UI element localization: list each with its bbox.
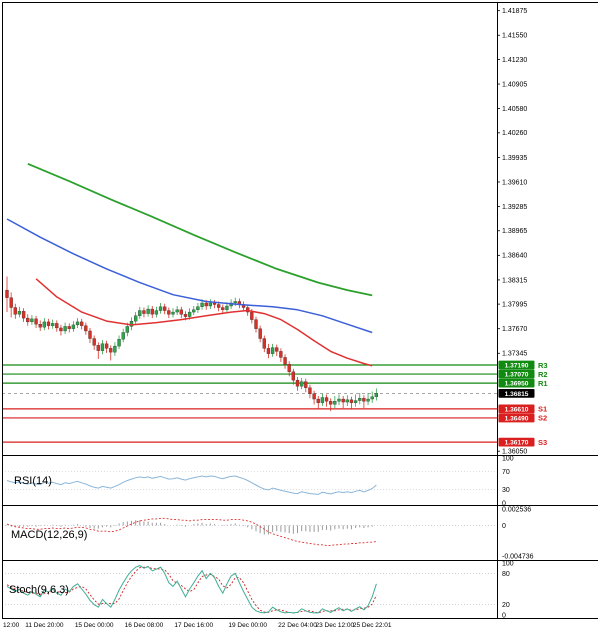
- svg-text:1.39285: 1.39285: [502, 204, 527, 211]
- svg-text:1.37190: 1.37190: [505, 362, 529, 369]
- price-badges: 1.37190 R3 1.37070 R2 1.36950 R1 1.36815 1.3661…: [498, 360, 548, 447]
- svg-text:1.40580: 1.40580: [502, 106, 527, 113]
- svg-text:12:00: 12:00: [3, 622, 20, 629]
- svg-text:1.36490: 1.36490: [505, 415, 529, 422]
- macd-label: MACD(12,26,9): [11, 529, 87, 541]
- svg-text:R1: R1: [538, 379, 548, 388]
- svg-text:23 Dec 12:00: 23 Dec 12:00: [316, 622, 355, 629]
- svg-text:20: 20: [502, 602, 510, 609]
- stoch-k-line: [6, 565, 377, 614]
- support-resistance-lines: [2, 364, 497, 443]
- svg-text:S2: S2: [538, 414, 547, 423]
- time-axis-labels: 12:00 11 Dec 20:00 15 Dec 00:00 16 Dec 08:0…: [3, 622, 392, 629]
- svg-text:1.39935: 1.39935: [502, 155, 527, 162]
- svg-text:-0.004736: -0.004736: [502, 553, 534, 560]
- svg-text:1.41230: 1.41230: [502, 57, 527, 64]
- svg-text:1.38315: 1.38315: [502, 277, 527, 284]
- stoch-label: Stoch(9,6,3): [9, 584, 69, 596]
- svg-text:1.38640: 1.38640: [502, 253, 527, 260]
- rsi-panel: [2, 471, 497, 495]
- price-axis: 1.41875 1.41550 1.41230 1.40905 1.40580 1.402…: [497, 8, 527, 456]
- svg-text:0: 0: [502, 612, 506, 619]
- svg-text:S3: S3: [538, 438, 547, 447]
- svg-text:100: 100: [502, 455, 514, 462]
- macd-signal-line: [6, 517, 377, 546]
- macd-histogram: [6, 520, 373, 535]
- svg-text:1.38965: 1.38965: [502, 228, 527, 235]
- svg-text:1.37995: 1.37995: [502, 302, 527, 309]
- svg-text:80: 80: [502, 571, 510, 578]
- svg-text:1.41875: 1.41875: [502, 8, 527, 15]
- svg-text:22 Dec 04:00: 22 Dec 04:00: [278, 622, 317, 629]
- svg-text:0: 0: [502, 500, 506, 507]
- svg-text:1.36815: 1.36815: [505, 391, 529, 398]
- svg-text:30: 30: [502, 487, 510, 494]
- ma-line-blue: [6, 218, 373, 334]
- svg-text:25 Dec 22:01: 25 Dec 22:01: [353, 622, 392, 629]
- svg-text:1.36610: 1.36610: [505, 406, 529, 413]
- rsi-line: [6, 475, 377, 495]
- svg-text:1.37345: 1.37345: [502, 351, 527, 358]
- svg-text:1.41550: 1.41550: [502, 33, 527, 40]
- svg-text:1.36050: 1.36050: [502, 449, 527, 456]
- svg-text:S1: S1: [538, 405, 547, 414]
- svg-text:11 Dec 20:00: 11 Dec 20:00: [25, 622, 64, 629]
- svg-text:1.39610: 1.39610: [502, 179, 527, 186]
- stoch-d-line: [6, 566, 377, 614]
- svg-text:1.40905: 1.40905: [502, 81, 527, 88]
- svg-text:R3: R3: [538, 361, 548, 370]
- candlestick-series: [5, 276, 379, 412]
- rsi-label: RSI(14): [14, 475, 52, 487]
- svg-text:16 Dec 08:00: 16 Dec 08:00: [125, 622, 164, 629]
- svg-text:1.36170: 1.36170: [505, 440, 529, 447]
- stoch-panel: [2, 565, 497, 614]
- svg-text:1.36950: 1.36950: [505, 381, 529, 388]
- svg-text:0: 0: [502, 523, 506, 530]
- ma-line-green: [27, 162, 373, 297]
- panel-borders: [2, 2, 598, 619]
- svg-text:0.002536: 0.002536: [502, 506, 531, 513]
- macd-panel: [2, 517, 497, 546]
- svg-text:1.37070: 1.37070: [505, 371, 529, 378]
- svg-text:19 Dec 00:00: 19 Dec 00:00: [228, 622, 267, 629]
- svg-text:1.40260: 1.40260: [502, 130, 527, 137]
- svg-text:17 Dec 16:00: 17 Dec 16:00: [174, 622, 213, 629]
- ma-line-red: [35, 278, 373, 367]
- svg-text:100: 100: [502, 560, 514, 567]
- indicator-labels: RSI(14) MACD(12,26,9) Stoch(9,6,3): [9, 475, 87, 596]
- svg-text:15 Dec 00:00: 15 Dec 00:00: [75, 622, 114, 629]
- svg-text:R2: R2: [538, 370, 548, 379]
- svg-text:70: 70: [502, 469, 510, 476]
- moving-averages: [6, 162, 373, 367]
- svg-text:1.37670: 1.37670: [502, 326, 527, 333]
